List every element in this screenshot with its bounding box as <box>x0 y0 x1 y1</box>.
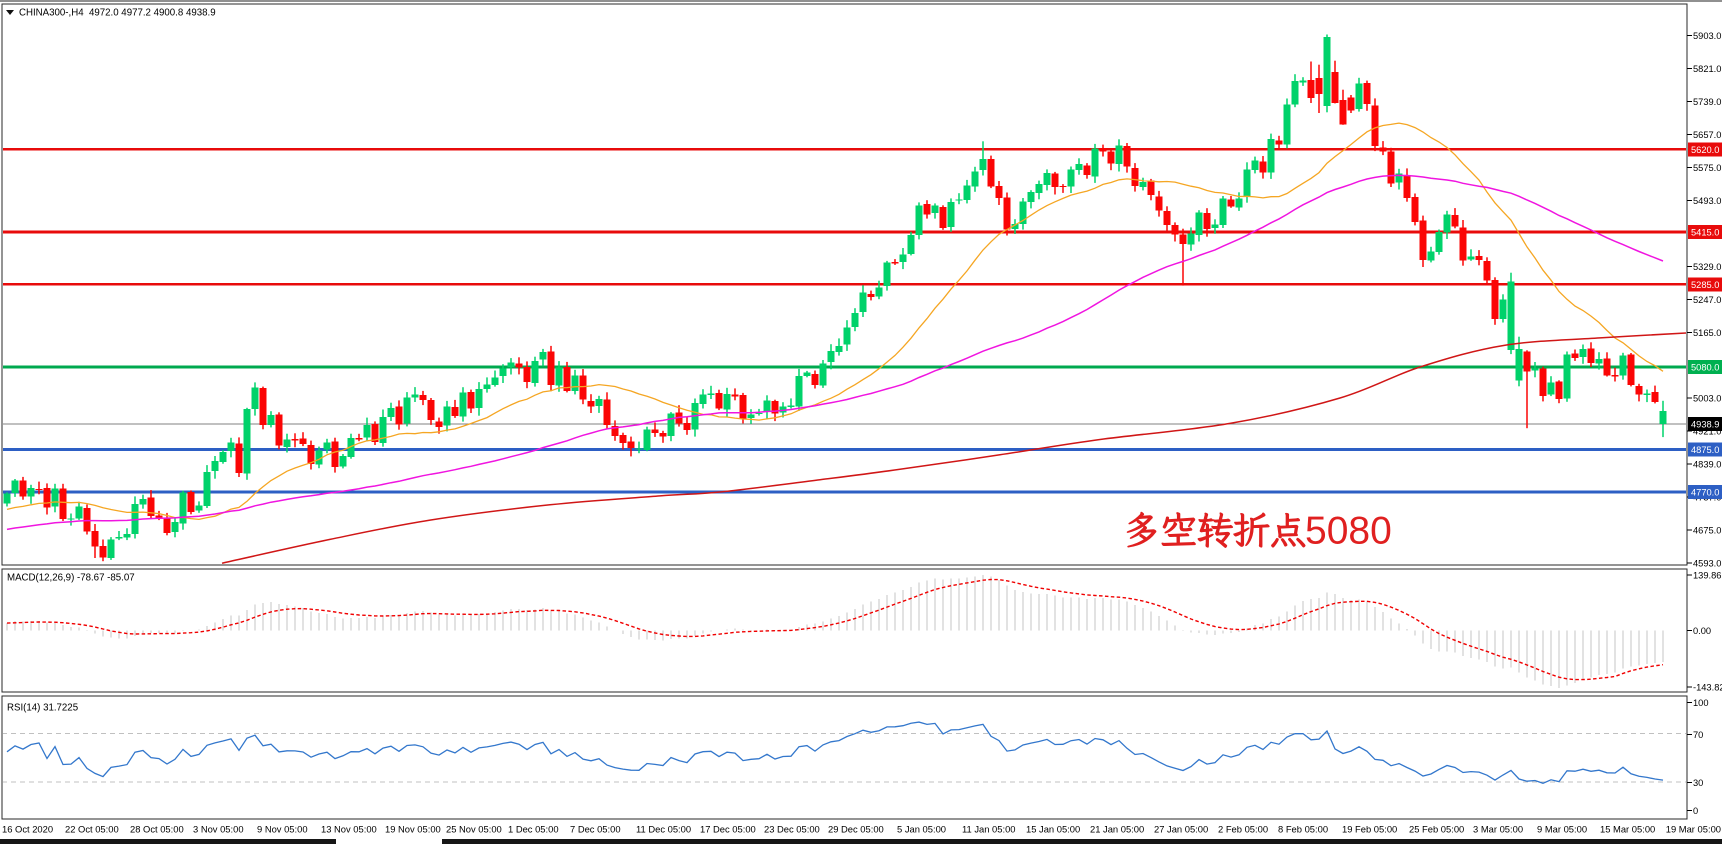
svg-text:19 Nov 05:00: 19 Nov 05:00 <box>385 824 441 835</box>
svg-text:13 Nov 05:00: 13 Nov 05:00 <box>321 824 377 835</box>
svg-text:4875.0: 4875.0 <box>1691 445 1719 455</box>
svg-text:70: 70 <box>1693 730 1703 740</box>
svg-text:5165.0: 5165.0 <box>1693 328 1721 338</box>
svg-text:21 Jan 05:00: 21 Jan 05:00 <box>1090 824 1144 835</box>
svg-text:17 Dec 05:00: 17 Dec 05:00 <box>700 824 756 835</box>
svg-text:28 Oct 05:00: 28 Oct 05:00 <box>130 824 184 835</box>
svg-text:23 Dec 05:00: 23 Dec 05:00 <box>764 824 820 835</box>
svg-text:5247.0: 5247.0 <box>1693 295 1721 305</box>
svg-text:4921.0: 4921.0 <box>1693 427 1721 437</box>
svg-text:100: 100 <box>1693 698 1709 708</box>
svg-text:5329.0: 5329.0 <box>1693 262 1721 272</box>
svg-text:5 Jan 05:00: 5 Jan 05:00 <box>897 824 946 835</box>
svg-text:RSI(14) 31.7225: RSI(14) 31.7225 <box>7 703 78 714</box>
svg-text:3 Mar 05:00: 3 Mar 05:00 <box>1473 824 1523 835</box>
svg-text:5821.0: 5821.0 <box>1693 64 1721 74</box>
svg-text:4770.0: 4770.0 <box>1691 487 1719 497</box>
svg-text:5575.0: 5575.0 <box>1693 163 1721 173</box>
svg-text:0: 0 <box>1693 806 1698 816</box>
svg-text:11 Dec 05:00: 11 Dec 05:00 <box>636 824 691 835</box>
svg-text:0.00: 0.00 <box>1693 626 1711 636</box>
svg-text:8 Feb 05:00: 8 Feb 05:00 <box>1278 824 1328 835</box>
svg-text:3 Nov 05:00: 3 Nov 05:00 <box>193 824 244 835</box>
svg-text:5739.0: 5739.0 <box>1693 97 1721 107</box>
svg-text:25 Nov 05:00: 25 Nov 05:00 <box>446 824 502 835</box>
svg-text:-143.82: -143.82 <box>1693 683 1722 693</box>
svg-text:19 Feb 05:00: 19 Feb 05:00 <box>1342 824 1397 835</box>
svg-text:11 Jan 05:00: 11 Jan 05:00 <box>962 824 1016 835</box>
svg-text:2 Feb 05:00: 2 Feb 05:00 <box>1218 824 1268 835</box>
svg-text:5657.0: 5657.0 <box>1693 130 1721 140</box>
svg-text:16 Oct 2020: 16 Oct 2020 <box>2 824 53 835</box>
svg-text:CHINA300-,H4 4972.0 4977.2 49: CHINA300-,H4 4972.0 4977.2 4900.8 4938.9 <box>19 8 216 19</box>
svg-text:5080.0: 5080.0 <box>1691 363 1719 373</box>
svg-text:19 Mar 05:00: 19 Mar 05:00 <box>1666 824 1721 835</box>
svg-text:15 Jan 05:00: 15 Jan 05:00 <box>1026 824 1080 835</box>
svg-text:7 Dec 05:00: 7 Dec 05:00 <box>570 824 621 835</box>
svg-text:5903.0: 5903.0 <box>1693 31 1721 41</box>
svg-text:1 Dec 05:00: 1 Dec 05:00 <box>508 824 559 835</box>
svg-text:5415.0: 5415.0 <box>1691 228 1719 238</box>
svg-text:5620.0: 5620.0 <box>1691 145 1719 155</box>
svg-text:4593.0: 4593.0 <box>1693 559 1721 569</box>
svg-text:4938.9: 4938.9 <box>1691 419 1719 429</box>
svg-text:27 Jan 05:00: 27 Jan 05:00 <box>1154 824 1208 835</box>
svg-text:30: 30 <box>1693 778 1703 788</box>
svg-text:MACD(12,26,9) -78.67 -85.07: MACD(12,26,9) -78.67 -85.07 <box>7 573 135 584</box>
svg-text:25 Feb 05:00: 25 Feb 05:00 <box>1409 824 1464 835</box>
svg-text:9 Nov 05:00: 9 Nov 05:00 <box>257 824 308 835</box>
svg-text:4839.0: 4839.0 <box>1693 460 1721 470</box>
svg-text:139.86: 139.86 <box>1693 570 1721 580</box>
svg-text:15 Mar 05:00: 15 Mar 05:00 <box>1600 824 1655 835</box>
svg-text:9 Mar 05:00: 9 Mar 05:00 <box>1537 824 1587 835</box>
svg-text:4675.0: 4675.0 <box>1693 526 1721 536</box>
svg-text:5285.0: 5285.0 <box>1691 280 1719 290</box>
svg-text:5080: 5080 <box>1305 510 1392 553</box>
svg-text:22 Oct 05:00: 22 Oct 05:00 <box>65 824 119 835</box>
svg-text:5003.0: 5003.0 <box>1693 394 1721 404</box>
svg-text:29 Dec 05:00: 29 Dec 05:00 <box>828 824 884 835</box>
svg-text:5493.0: 5493.0 <box>1693 196 1721 206</box>
